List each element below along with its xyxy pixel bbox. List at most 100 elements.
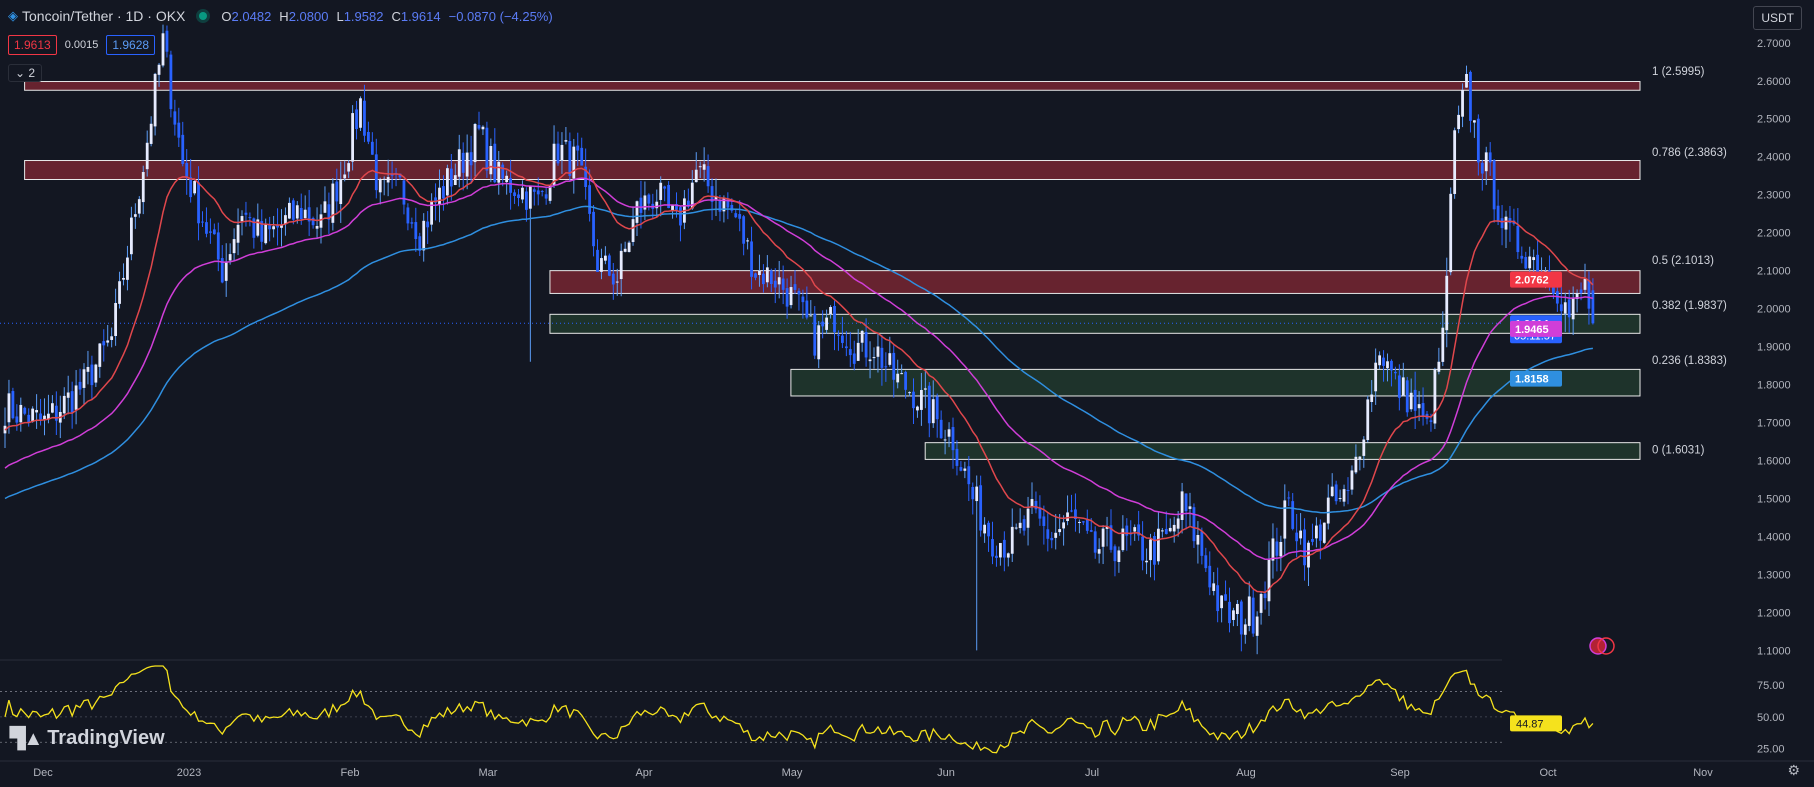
candle-body [623,248,627,252]
y-tick-label: 2.5000 [1757,114,1791,126]
candle-body [1196,534,1200,545]
candle-body [912,391,915,409]
candle-body [268,225,272,230]
candle-body [525,191,528,210]
candle-body [153,73,157,127]
candle-body [240,216,244,222]
candle-body [82,369,86,388]
candle-body [726,199,730,208]
candle-body [66,392,70,398]
candle-body [975,486,979,502]
candle-body [457,149,461,177]
candle-body [303,209,307,219]
candle-body [1445,275,1449,331]
rsi-tick-label: 50.00 [1757,712,1785,724]
candle-body [86,366,90,372]
candle-body [1591,290,1595,324]
candle-body [442,186,445,199]
candle-body [690,182,694,209]
candle-body [841,335,844,343]
candle-body [1038,507,1042,519]
candle-body [1050,537,1054,541]
ohlc-open: O2.0482 [221,8,272,24]
candle-body [631,219,635,242]
candle-body [1172,524,1176,532]
candle-body [805,300,809,318]
candle-body [319,214,323,228]
symbol-title[interactable]: Toncoin/Tether · 1D · OKX [22,8,186,24]
candle-body [1168,527,1172,532]
candle-body [339,179,343,205]
candle-body [1587,280,1591,309]
candle-body [236,224,240,243]
candle-body [647,194,651,204]
rsi-line [4,665,1594,754]
candle-body [927,385,931,424]
candle-body [694,169,698,183]
resistance-zone [24,81,1641,91]
ohlc-change: −0.0870 (−4.25%) [448,8,553,24]
y-tick-label: 1.9000 [1757,342,1791,354]
candle-body [367,131,370,142]
candle-body [576,145,580,151]
ema-50-price-tag [1510,320,1562,337]
candle-body [1117,550,1121,563]
candle-body [130,217,133,255]
candle-body [1575,293,1579,299]
candle-body [272,226,275,230]
candle-body [765,267,769,283]
candle-body [481,126,485,130]
candle-body [35,410,38,413]
candle-body [244,212,248,215]
candle-body [675,204,678,210]
candle-body [1504,216,1508,230]
candle-body [1417,404,1421,409]
candle-body [659,182,663,200]
candle-body [1014,527,1018,529]
candle-body [655,201,659,209]
candle-body [923,388,927,390]
candle-body [607,255,611,276]
candle-body [536,190,540,195]
candle-body [1311,539,1314,542]
candle-body [1524,257,1528,269]
candle-body [1520,255,1524,259]
rsi-value-tag [1510,715,1562,732]
sell-price-button[interactable]: 1.9613 [8,35,57,55]
candle-body [1559,304,1563,312]
candle-body [1113,546,1117,562]
candle-body [908,392,911,394]
candle-body [951,427,955,451]
candle-body [220,258,224,283]
candle-body [801,296,805,303]
candle-body [580,147,584,166]
resistance-zone [549,270,1641,294]
candle-body [78,381,82,390]
candle-body [31,408,35,422]
ema-100-line [4,205,1593,514]
candle-body [43,415,46,421]
candle-body [718,200,722,212]
candle-body [781,278,785,290]
y-tick-label: 1.2000 [1757,607,1791,619]
candle-body [205,222,208,234]
fib-level-label: 0.382 (1.9837) [1652,300,1727,312]
candle-body [1081,521,1085,523]
candle-body [19,404,23,423]
candle-body [161,33,165,66]
x-tick-label: Oct [1539,767,1556,779]
candle-body [1062,522,1065,529]
candle-body [1176,518,1180,529]
candle-body [686,200,690,207]
resistance-zone [24,160,1641,180]
candle-body [588,185,591,214]
candle-body [1421,403,1425,417]
candle-body [1239,601,1243,635]
candle-body [465,152,469,177]
buy-price-button[interactable]: 1.9628 [106,35,156,55]
candle-body [671,205,674,211]
currency-select[interactable]: USDT [1753,6,1802,30]
indicators-toggle-button[interactable]: ⌄ 2 [8,64,43,82]
settings-gear-icon[interactable]: ⚙ [1787,762,1800,778]
